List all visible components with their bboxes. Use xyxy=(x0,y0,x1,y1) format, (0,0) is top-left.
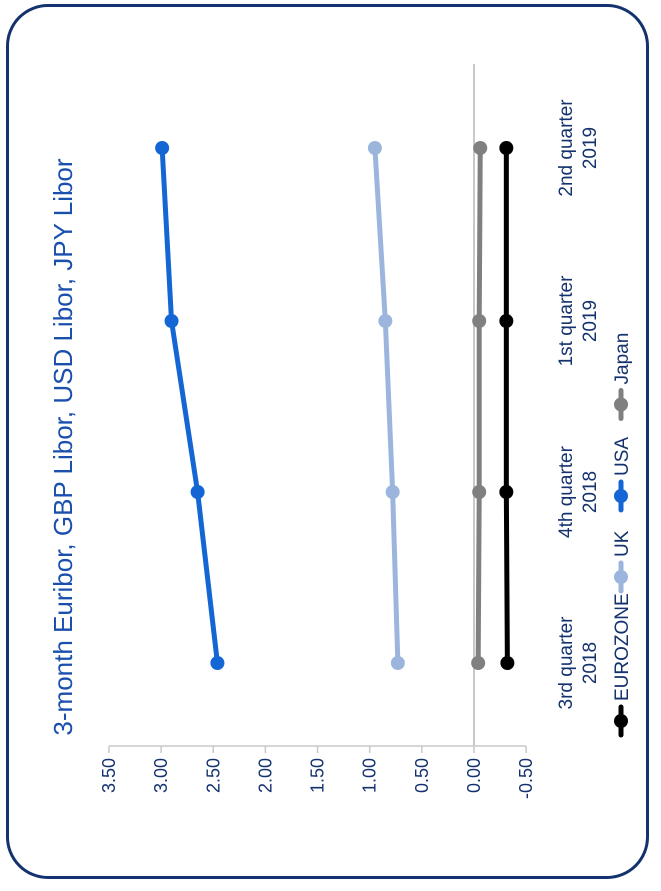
data-point-uk xyxy=(390,656,405,670)
value-tick-label: 0.00 xyxy=(464,758,484,793)
category-label: 1st quarter 2019 xyxy=(556,275,601,366)
value-tick-label: 1.50 xyxy=(308,758,328,793)
value-tick-label: -0.50 xyxy=(516,758,536,799)
series-line-usa xyxy=(159,145,220,666)
chart-title: 3-month Euribor, GBP Libor, USD Libor, J… xyxy=(48,158,78,735)
category-label: 4th quarter 2018 xyxy=(556,445,601,538)
legend-marker-uk xyxy=(614,570,628,584)
chart-frame xyxy=(6,4,649,879)
value-tick-label: 3.00 xyxy=(151,758,171,793)
data-point-japan xyxy=(472,314,487,328)
value-tick-label: 2.00 xyxy=(255,758,275,793)
chart-legend: EUROZONE UK USA Japan xyxy=(612,333,633,738)
legend-label-japan: Japan xyxy=(612,333,633,385)
legend-label-uk: UK xyxy=(612,530,633,557)
legend-marker-usa xyxy=(614,489,628,503)
series-line-japan xyxy=(475,145,483,666)
legend-label-eurozone: EUROZONE xyxy=(612,593,633,701)
data-point-usa xyxy=(164,314,179,328)
value-tick-label: 2.50 xyxy=(203,758,223,793)
data-point-uk xyxy=(367,141,382,155)
data-point-eurozone xyxy=(499,141,514,155)
data-point-japan xyxy=(471,656,486,670)
data-point-japan xyxy=(473,141,488,155)
data-point-uk xyxy=(385,485,400,499)
legend-label-usa: USA xyxy=(612,437,633,476)
data-point-uk xyxy=(378,314,393,328)
legend-marker-eurozone xyxy=(614,714,628,728)
data-point-eurozone xyxy=(500,656,515,670)
data-point-japan xyxy=(472,485,487,499)
value-tick-label: 1.00 xyxy=(360,758,380,793)
category-label: 3rd quarter 2018 xyxy=(556,616,601,710)
data-point-usa xyxy=(190,485,205,499)
value-tick-label: 0.50 xyxy=(412,758,432,793)
data-point-usa xyxy=(155,141,170,155)
data-point-eurozone xyxy=(499,314,514,328)
legend-marker-japan xyxy=(614,397,628,412)
series-line-eurozone xyxy=(503,145,510,666)
data-point-usa xyxy=(210,656,225,670)
data-point-eurozone xyxy=(499,485,514,499)
series-line-uk xyxy=(372,145,401,666)
value-tick-label: 3.50 xyxy=(99,758,119,793)
category-label: 2nd quarter 2019 xyxy=(556,99,601,197)
